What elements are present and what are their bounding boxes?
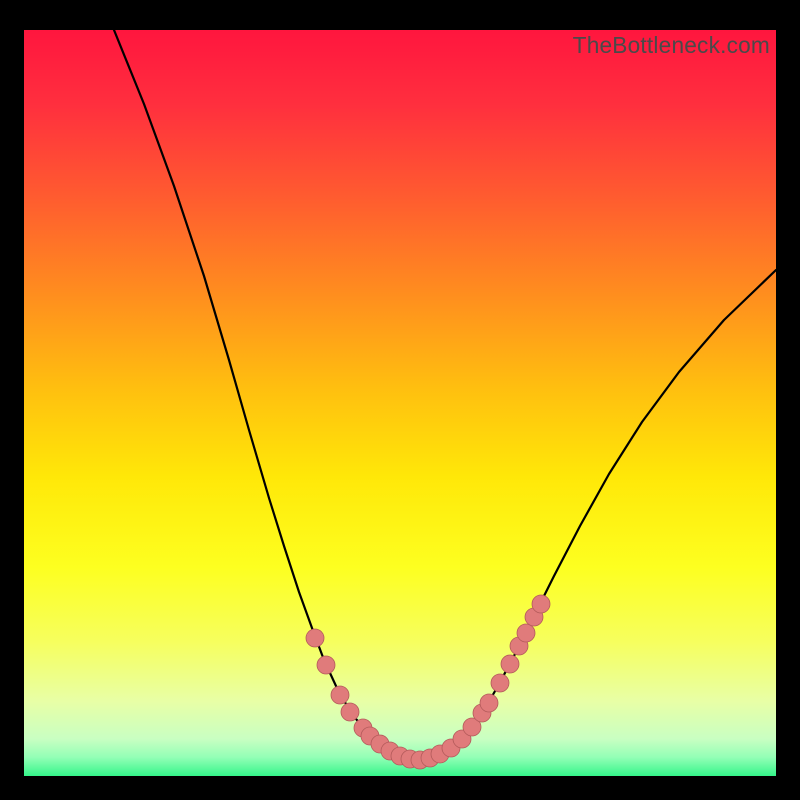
data-marker: [306, 629, 324, 647]
frame-bottom: [0, 776, 800, 800]
data-marker: [331, 686, 349, 704]
curve-layer: [24, 30, 776, 776]
data-marker: [480, 694, 498, 712]
frame-left: [0, 0, 24, 800]
frame-top: [0, 0, 800, 30]
data-marker: [317, 656, 335, 674]
data-marker: [491, 674, 509, 692]
data-marker: [341, 703, 359, 721]
plot-area: TheBottleneck.com: [24, 30, 776, 776]
data-marker: [517, 624, 535, 642]
data-marker: [501, 655, 519, 673]
data-marker: [532, 595, 550, 613]
bottleneck-curve: [114, 30, 776, 760]
frame-right: [776, 0, 800, 800]
